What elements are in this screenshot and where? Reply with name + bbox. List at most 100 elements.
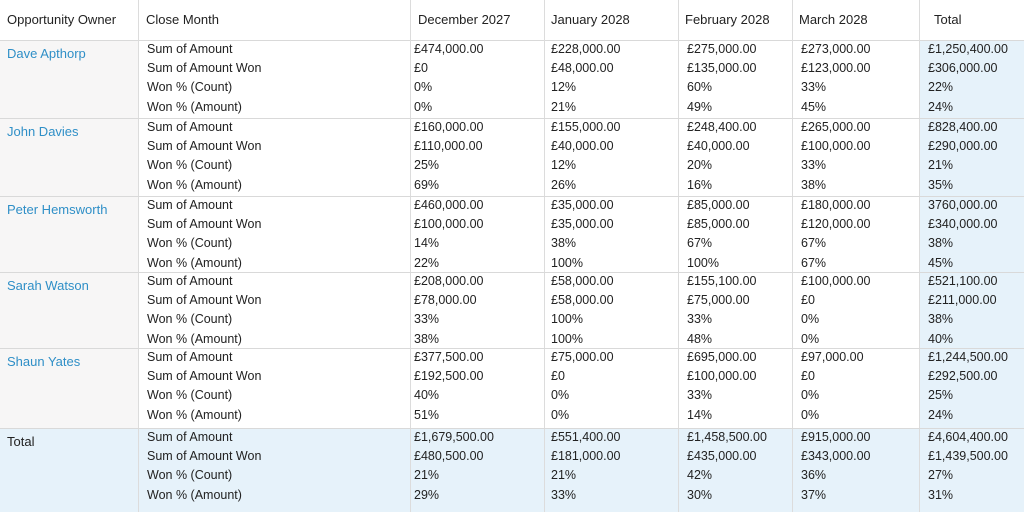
total-value-cell: £828,400.00 (928, 120, 998, 134)
group-divider (0, 428, 1024, 429)
header-march-2028[interactable]: March 2028 (799, 12, 868, 27)
value-cell: 33% (687, 388, 713, 403)
total-value-cell: £340,000.00 (928, 217, 998, 232)
column-divider (138, 0, 139, 512)
owner-link[interactable]: John Davies (7, 124, 79, 139)
metric-label: Won % (Count) (147, 80, 233, 95)
value-cell: 40% (414, 388, 440, 403)
value-cell: £160,000.00 (414, 120, 484, 134)
total-row-background (0, 428, 1024, 512)
value-cell: 33% (687, 312, 713, 327)
value-cell: 21% (551, 99, 577, 114)
header-opportunity-owner[interactable]: Opportunity Owner (7, 12, 117, 27)
value-cell: £35,000.00 (551, 198, 614, 212)
value-cell: 0% (414, 99, 433, 114)
metric-label: Won % (Count) (147, 468, 233, 483)
value-cell: £75,000.00 (687, 293, 750, 308)
value-cell: 0% (551, 388, 570, 403)
header-total[interactable]: Total (934, 12, 962, 27)
value-cell: 26% (551, 177, 577, 192)
metric-label: Sum of Amount (147, 42, 233, 56)
header-january-2028[interactable]: January 2028 (551, 12, 630, 27)
value-cell: 60% (687, 80, 713, 95)
total-value-cell: 40% (928, 331, 954, 346)
value-cell: 38% (551, 236, 577, 251)
value-cell: £1,679,500.00 (414, 430, 494, 444)
value-cell: 16% (687, 177, 713, 192)
metric-label: Won % (Count) (147, 236, 233, 251)
value-cell: £100,000.00 (414, 217, 484, 232)
value-cell: £192,500.00 (414, 369, 484, 384)
metric-label: Won % (Count) (147, 158, 233, 173)
value-cell: 38% (801, 177, 827, 192)
metric-label: Sum of Amount (147, 120, 233, 134)
metric-label: Won % (Amount) (147, 255, 242, 270)
value-cell: 33% (551, 487, 577, 502)
total-value-cell: £4,604,400.00 (928, 430, 1008, 444)
value-cell: 38% (414, 331, 440, 346)
value-cell: 12% (551, 158, 577, 173)
owner-link[interactable]: Peter Hemsworth (7, 202, 108, 217)
value-cell: £75,000.00 (551, 350, 614, 364)
metric-label: Sum of Amount Won (147, 139, 262, 154)
metric-label: Sum of Amount Won (147, 293, 262, 308)
value-cell: 51% (414, 407, 440, 422)
value-cell: £110,000.00 (414, 139, 483, 154)
value-cell: 67% (687, 236, 713, 251)
value-cell: 12% (551, 80, 577, 95)
metric-label: Sum of Amount Won (147, 449, 262, 464)
total-value-cell: 24% (928, 99, 954, 114)
value-cell: £181,000.00 (551, 449, 621, 464)
value-cell: 0% (801, 407, 820, 422)
value-cell: 0% (551, 407, 570, 422)
value-cell: 25% (414, 158, 440, 173)
metric-label: Won % (Amount) (147, 407, 242, 422)
metric-label: Sum of Amount (147, 274, 233, 288)
value-cell: £480,500.00 (414, 449, 484, 464)
value-cell: £120,000.00 (801, 217, 871, 232)
header-february-2028[interactable]: February 2028 (685, 12, 770, 27)
owner-link[interactable]: Shaun Yates (7, 354, 81, 369)
total-value-cell: £211,000.00 (928, 293, 997, 308)
value-cell: £474,000.00 (414, 42, 484, 56)
value-cell: £377,500.00 (414, 350, 484, 364)
value-cell: £155,000.00 (551, 120, 621, 134)
total-value-cell: 25% (928, 388, 954, 403)
value-cell: 14% (687, 407, 713, 422)
value-cell: £97,000.00 (801, 350, 864, 364)
value-cell: £695,000.00 (687, 350, 757, 364)
value-cell: 14% (414, 236, 440, 251)
value-cell: 33% (414, 312, 440, 327)
header-december-2027[interactable]: December 2027 (418, 12, 511, 27)
total-value-cell: 31% (928, 487, 954, 502)
value-cell: 0% (801, 312, 820, 327)
metric-label: Won % (Amount) (147, 99, 242, 114)
value-cell: 67% (801, 255, 827, 270)
value-cell: £155,100.00 (687, 274, 757, 288)
value-cell: 21% (551, 468, 577, 483)
value-cell: 42% (687, 468, 713, 483)
group-divider (0, 272, 1024, 273)
total-value-cell: 21% (928, 158, 954, 173)
header-close-month[interactable]: Close Month (146, 12, 219, 27)
metric-label: Sum of Amount Won (147, 369, 262, 384)
value-cell: £58,000.00 (551, 274, 614, 288)
value-cell: £460,000.00 (414, 198, 484, 212)
value-cell: 29% (414, 487, 440, 502)
metric-label: Sum of Amount Won (147, 61, 262, 76)
group-divider (0, 118, 1024, 119)
value-cell: £265,000.00 (801, 120, 871, 134)
value-cell: 22% (414, 255, 440, 270)
value-cell: 49% (687, 99, 713, 114)
value-cell: 21% (414, 468, 440, 483)
metric-label: Won % (Amount) (147, 487, 242, 502)
value-cell: 37% (801, 487, 827, 502)
owner-link[interactable]: Dave Apthorp (7, 46, 86, 61)
total-value-cell: £521,100.00 (928, 274, 998, 288)
owner-link[interactable]: Sarah Watson (7, 278, 89, 293)
value-cell: 30% (687, 487, 713, 502)
grand-total-label: Total (7, 434, 35, 449)
value-cell: £0 (801, 293, 815, 308)
value-cell: £85,000.00 (687, 217, 750, 232)
value-cell: 36% (801, 468, 827, 483)
